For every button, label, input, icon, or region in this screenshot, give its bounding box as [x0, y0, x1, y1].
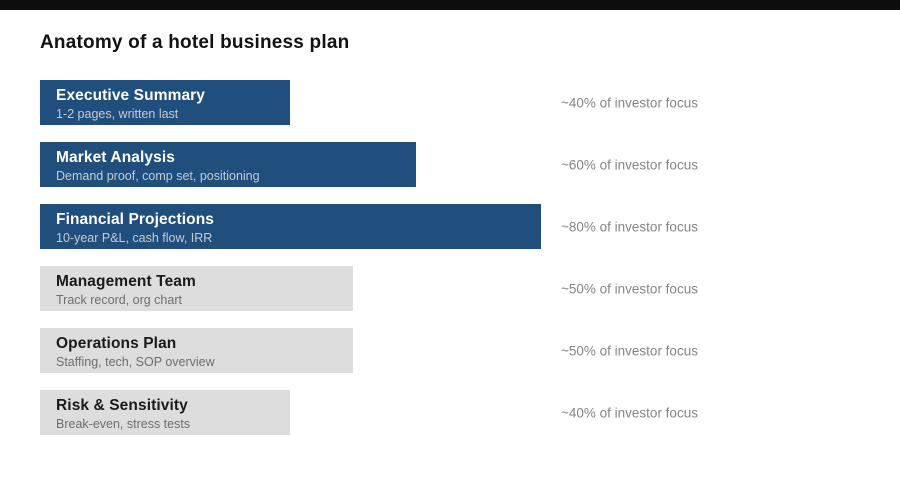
focus-label: ~50% of investor focus: [561, 343, 698, 358]
bar-row-market-analysis: Market Analysis Demand proof, comp set, …: [40, 142, 900, 187]
bar-label: Risk & Sensitivity: [56, 397, 188, 414]
bar-risk-sensitivity: Risk & Sensitivity Break-even, stress te…: [40, 390, 290, 435]
bar-row-operations-plan: Operations Plan Staffing, tech, SOP over…: [40, 328, 900, 373]
bar-sublabel: Staffing, tech, SOP overview: [56, 355, 215, 369]
bar-label: Financial Projections: [56, 211, 215, 228]
bar-sublabel: Break-even, stress tests: [56, 417, 191, 431]
bar-management-team: Management Team Track record, org chart: [40, 266, 353, 311]
bar-sublabel: Track record, org chart: [56, 293, 182, 307]
focus-label: ~40% of investor focus: [561, 405, 698, 420]
focus-label: ~50% of investor focus: [561, 281, 698, 296]
focus-label: ~40% of investor focus: [561, 95, 698, 110]
bar-sublabel: 1-2 pages, written last: [56, 107, 179, 121]
bar-executive-summary: Executive Summary 1-2 pages, written las…: [40, 80, 290, 125]
page-title: Anatomy of a hotel business plan: [40, 32, 350, 53]
focus-label: ~60% of investor focus: [561, 157, 698, 172]
bar-label: Market Analysis: [56, 149, 175, 166]
focus-label: ~80% of investor focus: [561, 219, 698, 234]
bar-chart: Executive Summary 1-2 pages, written las…: [40, 80, 900, 452]
top-accent-bar: [0, 0, 900, 10]
bar-market-analysis: Market Analysis Demand proof, comp set, …: [40, 142, 416, 187]
bar-row-risk-sensitivity: Risk & Sensitivity Break-even, stress te…: [40, 390, 900, 435]
bar-label: Operations Plan: [56, 335, 177, 352]
bar-label: Management Team: [56, 273, 196, 290]
bar-operations-plan: Operations Plan Staffing, tech, SOP over…: [40, 328, 353, 373]
bar-row-management-team: Management Team Track record, org chart …: [40, 266, 900, 311]
bar-sublabel: Demand proof, comp set, positioning: [56, 169, 260, 183]
bar-row-executive-summary: Executive Summary 1-2 pages, written las…: [40, 80, 900, 125]
bar-row-financial-projections: Financial Projections 10-year P&L, cash …: [40, 204, 900, 249]
bar-sublabel: 10-year P&L, cash flow, IRR: [56, 231, 213, 245]
bar-financial-projections: Financial Projections 10-year P&L, cash …: [40, 204, 541, 249]
bar-label: Executive Summary: [56, 87, 206, 104]
